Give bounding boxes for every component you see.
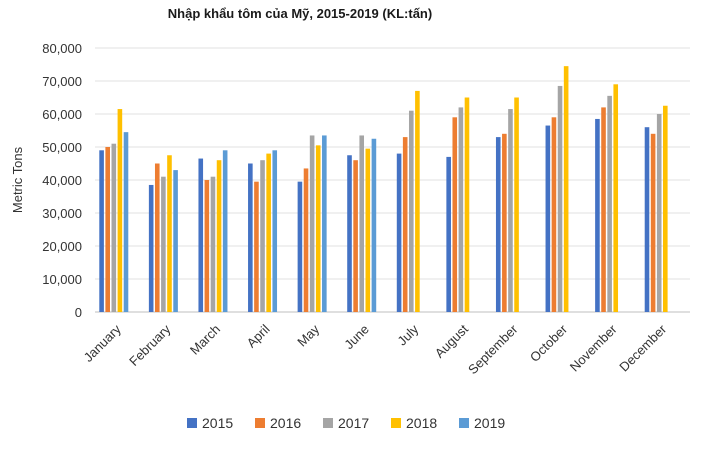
bars	[99, 66, 668, 313]
legend: 2015 2016 2017 2018 2019	[187, 415, 505, 431]
bar-2016-november	[601, 107, 606, 313]
y-tick-label: 60,000	[42, 107, 82, 122]
bar-2016-december	[650, 133, 656, 312]
bar-2019-february	[173, 170, 178, 312]
y-tick-label: 50,000	[42, 140, 82, 155]
y-tick-label: 20,000	[42, 239, 82, 254]
bar-2015-july	[396, 153, 402, 312]
bar-2017-august	[458, 107, 464, 313]
y-tick-label: 10,000	[42, 272, 82, 287]
bar-2017-may	[309, 135, 315, 312]
bar-2016-october	[551, 117, 557, 312]
y-tick-label: 0	[75, 305, 82, 320]
bar-2016-march	[204, 180, 210, 312]
bar-2017-october	[557, 85, 563, 312]
legend-label-2015: 2015	[202, 415, 233, 431]
legend-swatch-2016	[255, 418, 265, 428]
x-tick-label: April	[244, 321, 273, 350]
y-tick-label: 40,000	[42, 173, 82, 188]
bar-2016-july	[402, 137, 408, 312]
bar-2017-july	[408, 110, 414, 312]
bar-2017-november	[607, 95, 612, 312]
bar-2015-june	[347, 155, 352, 312]
x-tick-label: January	[81, 321, 125, 365]
gridlines	[95, 47, 690, 313]
bar-2018-december	[663, 105, 668, 312]
bar-2016-january	[105, 147, 110, 312]
chart-title: Nhập khẩu tôm của Mỹ, 2015-2019 (KL:tấn)	[167, 6, 433, 21]
bar-2016-june	[353, 160, 358, 312]
bar-2018-january	[117, 109, 123, 312]
x-tick-label: February	[126, 321, 174, 369]
y-tick-label: 30,000	[42, 206, 82, 221]
legend-swatch-2018	[391, 418, 401, 428]
bar-2019-april	[272, 150, 278, 312]
bar-2018-july	[415, 90, 420, 313]
y-tick-label: 80,000	[42, 41, 82, 56]
x-tick-label: June	[341, 322, 372, 353]
bar-2015-december	[644, 127, 650, 312]
bar-2018-october	[563, 66, 569, 313]
bar-2016-september	[502, 133, 507, 312]
bar-2018-june	[365, 148, 371, 312]
bar-2018-august	[464, 97, 470, 312]
bar-2019-june	[371, 138, 377, 312]
bar-2015-september	[495, 137, 501, 312]
bar-2018-may	[315, 145, 321, 312]
bar-2016-august	[452, 117, 458, 312]
bar-2019-january	[123, 132, 129, 312]
bar-2015-april	[248, 163, 253, 312]
bar-2019-may	[322, 135, 327, 312]
bar-2018-september	[514, 97, 519, 312]
legend-label-2017: 2017	[338, 415, 369, 431]
legend-label-2016: 2016	[270, 415, 301, 431]
bar-2016-april	[254, 181, 259, 312]
bar-2015-march	[198, 158, 204, 312]
bar-2017-june	[359, 135, 365, 312]
x-tick-label: December	[616, 321, 669, 374]
bar-2015-august	[446, 156, 451, 312]
x-tick-label: July	[394, 321, 421, 348]
bar-2015-november	[595, 118, 600, 312]
legend-label-2018: 2018	[406, 415, 437, 431]
bar-2015-january	[99, 150, 104, 312]
legend-swatch-2017	[323, 418, 333, 428]
bar-2018-february	[167, 155, 172, 312]
bar-2017-april	[260, 160, 265, 312]
legend-label-2019: 2019	[474, 415, 505, 431]
x-tick-label: August	[432, 321, 471, 360]
bar-2016-february	[154, 163, 160, 312]
bar-2015-may	[297, 181, 303, 312]
x-tick-label: October	[527, 321, 571, 365]
bar-2017-january	[111, 143, 117, 312]
x-tick-label: March	[187, 322, 223, 358]
x-tick-label: November	[567, 321, 620, 374]
bar-2019-march	[222, 150, 228, 312]
bar-2018-april	[266, 153, 271, 312]
x-tick-label: May	[294, 321, 322, 349]
bar-2018-march	[216, 160, 222, 312]
bar-2017-march	[210, 176, 216, 312]
legend-swatch-2019	[459, 418, 469, 428]
legend-swatch-2015	[187, 418, 197, 428]
bar-2015-october	[545, 125, 551, 312]
y-tick-label: 70,000	[42, 74, 82, 89]
bar-2017-september	[508, 109, 513, 312]
bar-2016-may	[303, 168, 309, 312]
bar-2017-december	[656, 114, 662, 312]
y-axis-title: Metric Tons	[10, 146, 25, 213]
bar-2018-november	[613, 84, 619, 312]
bar-2015-february	[148, 184, 154, 312]
x-tick-label: September	[465, 321, 521, 377]
bar-2017-february	[161, 176, 166, 312]
